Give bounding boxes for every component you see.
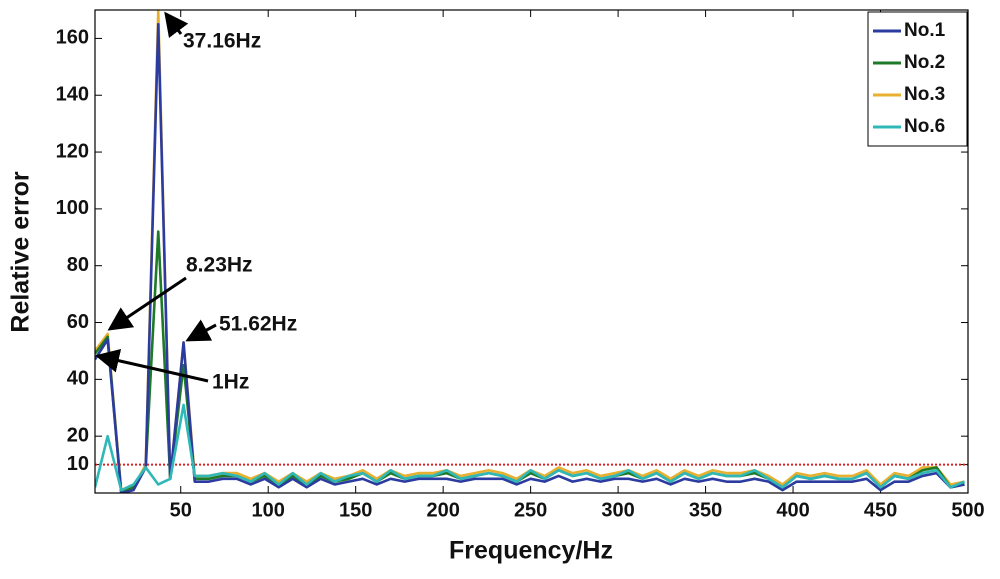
y-tick-label: 60 xyxy=(67,311,89,333)
y-tick-label: 40 xyxy=(67,368,89,390)
annotation: 51.62Hz xyxy=(219,313,297,336)
x-tick-label: 150 xyxy=(339,499,372,521)
x-tick-label: 100 xyxy=(252,499,285,521)
plot-lines xyxy=(95,10,965,493)
x-tick-label: 500 xyxy=(951,499,984,521)
legend-box xyxy=(867,11,968,147)
legend-label: No.1 xyxy=(904,20,946,41)
x-tick-label: 50 xyxy=(170,499,192,521)
series-line xyxy=(95,22,965,493)
x-tick-label: 450 xyxy=(864,499,897,521)
x-tick-label: 350 xyxy=(689,499,722,521)
series-line xyxy=(95,403,965,492)
annotation-arrow xyxy=(95,348,209,383)
series-line xyxy=(95,10,965,492)
y-tick-label: 140 xyxy=(56,84,89,106)
annotation: 1Hz xyxy=(212,371,249,394)
x-tick-label: 300 xyxy=(601,499,634,521)
annotation-arrow xyxy=(185,319,217,342)
y-axis-label: Relative error xyxy=(7,171,35,332)
legend-label: No.2 xyxy=(904,52,945,73)
annotation-arrow xyxy=(107,276,187,331)
x-axis-label: Frequency/Hz xyxy=(449,537,613,565)
plot-frame xyxy=(94,9,969,494)
y-tick-label: 120 xyxy=(56,140,89,162)
x-tick-label: 250 xyxy=(514,499,547,521)
legend-label: No.3 xyxy=(904,84,945,105)
legend-label: No.6 xyxy=(904,116,945,137)
y-tick-label: 10 xyxy=(67,453,89,475)
annotation: 8.23Hz xyxy=(186,254,253,277)
y-tick-label: 80 xyxy=(67,254,89,276)
y-tick-label: 160 xyxy=(56,27,89,49)
y-tick-label: 100 xyxy=(56,197,89,219)
x-tick-label: 400 xyxy=(776,499,809,521)
x-tick-label: 200 xyxy=(426,499,459,521)
annotation: 37.16Hz xyxy=(183,30,261,53)
annotation-arrow xyxy=(164,11,189,38)
y-tick-label: 20 xyxy=(67,424,89,446)
